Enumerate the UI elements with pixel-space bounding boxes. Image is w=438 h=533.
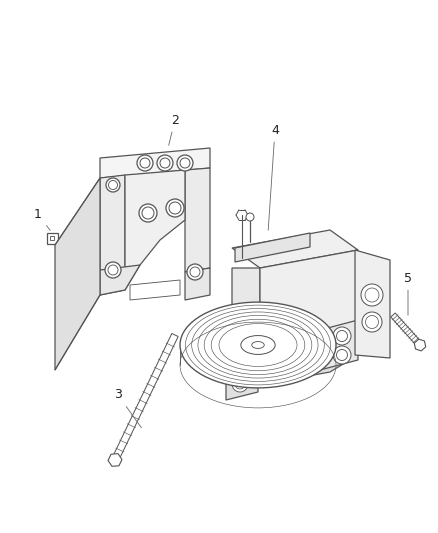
Polygon shape (130, 280, 180, 300)
Polygon shape (185, 168, 210, 272)
Polygon shape (235, 233, 310, 262)
Polygon shape (225, 348, 260, 383)
Circle shape (232, 376, 248, 392)
Polygon shape (112, 334, 178, 462)
Text: 1: 1 (34, 208, 50, 230)
Polygon shape (108, 454, 122, 466)
Circle shape (333, 346, 351, 364)
Polygon shape (100, 175, 125, 295)
Polygon shape (100, 148, 210, 178)
Circle shape (166, 199, 184, 217)
Polygon shape (55, 178, 100, 370)
Circle shape (177, 155, 193, 171)
Polygon shape (232, 230, 358, 268)
Circle shape (231, 359, 249, 377)
Polygon shape (185, 268, 210, 300)
Circle shape (361, 284, 383, 306)
Ellipse shape (241, 336, 275, 354)
Polygon shape (355, 250, 390, 358)
Text: 3: 3 (114, 389, 141, 428)
Polygon shape (125, 170, 185, 290)
Polygon shape (414, 339, 426, 351)
Polygon shape (320, 320, 358, 370)
Circle shape (137, 155, 153, 171)
Polygon shape (232, 268, 260, 375)
Polygon shape (232, 355, 358, 390)
Circle shape (246, 213, 254, 221)
Polygon shape (46, 232, 57, 244)
Circle shape (187, 264, 203, 280)
Circle shape (105, 262, 121, 278)
Circle shape (106, 178, 120, 192)
Polygon shape (100, 265, 140, 295)
Polygon shape (391, 313, 422, 347)
Circle shape (333, 327, 351, 345)
Circle shape (139, 204, 157, 222)
Text: 5: 5 (404, 271, 412, 315)
Ellipse shape (180, 302, 336, 388)
Circle shape (362, 312, 382, 332)
Polygon shape (226, 368, 258, 400)
Text: 2: 2 (169, 114, 179, 146)
Polygon shape (260, 250, 358, 370)
Circle shape (157, 155, 173, 171)
Text: 4: 4 (268, 124, 279, 230)
